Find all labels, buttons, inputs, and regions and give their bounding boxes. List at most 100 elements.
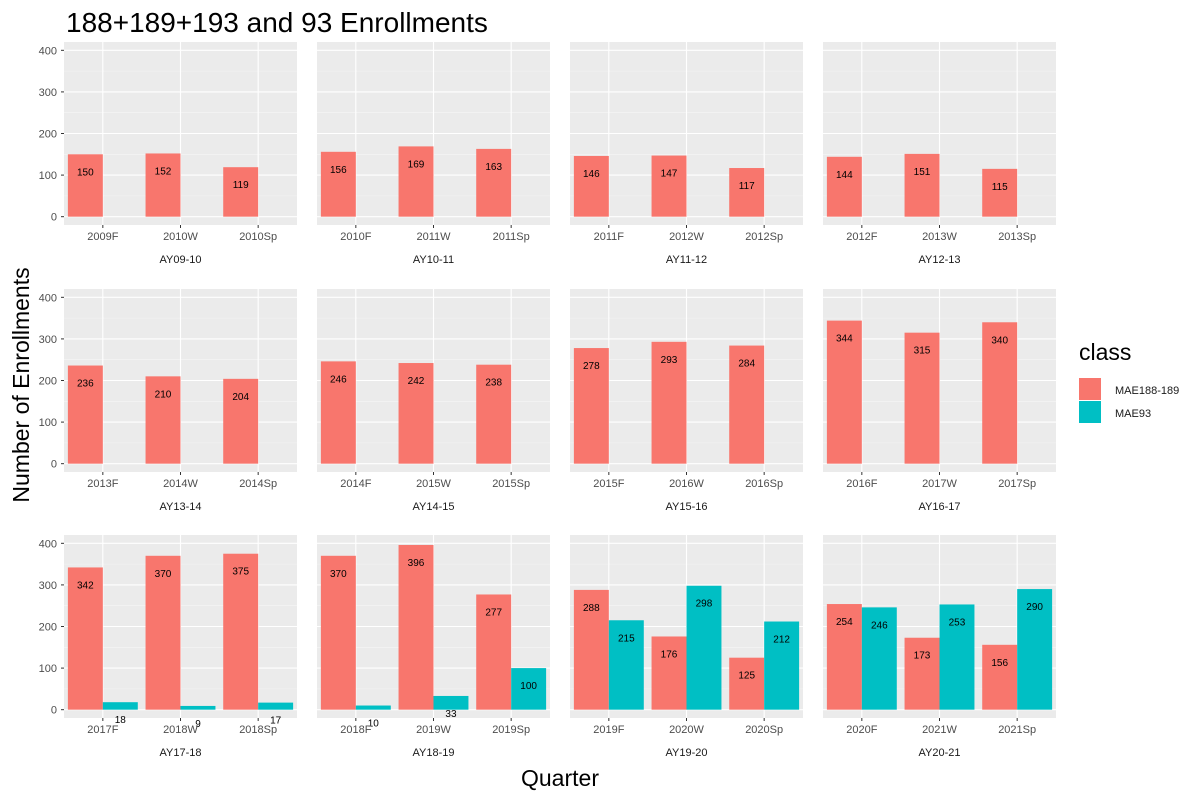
bar-mae188-189 (223, 378, 259, 464)
x-tick-label: 2010W (163, 231, 198, 243)
bar-value-label: 253 (949, 617, 966, 628)
panel-ay11-12: 146 2011F 147 2012W 117 2012Sp AY11-12 (570, 42, 803, 266)
bar-mae188-189 (223, 167, 259, 217)
bar-value-label: 370 (330, 569, 347, 580)
bar-value-label: 17 (270, 716, 282, 727)
bar-value-label: 375 (232, 567, 249, 578)
bar-value-label: 298 (696, 599, 713, 610)
bar-mae188-189 (145, 153, 181, 217)
panel-strip-label: AY17-18 (160, 747, 202, 759)
bar-mae188-189 (67, 567, 103, 710)
bar-value-label: 169 (408, 159, 425, 170)
bar-value-label: 293 (661, 355, 678, 366)
x-tick-label: 2015Sp (492, 478, 530, 490)
panel-strip-label: AY15-16 (666, 501, 708, 513)
y-tick-label: 0 (51, 212, 57, 224)
x-tick-label: 2011W (416, 231, 451, 243)
bar-mae188-189 (904, 153, 940, 217)
x-tick-label: 2013Sp (998, 231, 1036, 243)
panel-ay15-16: 278 2015F 293 2016W 284 2016Sp AY15-16 (570, 289, 803, 513)
bar-value-label: 340 (991, 335, 1008, 346)
x-tick-label: 2013F (87, 478, 118, 490)
x-tick-label: 2020W (669, 724, 704, 736)
y-tick-label: 300 (39, 87, 57, 99)
bar-value-label: 9 (195, 719, 201, 730)
bar-value-label: 204 (232, 392, 249, 403)
bar-value-label: 147 (661, 169, 678, 180)
y-tick-label: 400 (39, 538, 57, 550)
bar-value-label: 151 (914, 167, 931, 178)
bar-mae188-189 (982, 168, 1018, 217)
bar-value-label: 210 (155, 389, 172, 400)
bar-value-label: 396 (408, 558, 425, 569)
y-tick-label: 200 (39, 622, 57, 634)
bar-mae188-189 (145, 555, 181, 710)
bar-mae93 (686, 585, 722, 710)
x-tick-label: 2012Sp (745, 231, 783, 243)
bar-mae188-189 (982, 644, 1018, 710)
y-tick-label: 0 (51, 705, 57, 717)
y-tick-label: 300 (39, 334, 57, 346)
bar-value-label: 242 (408, 376, 425, 387)
x-tick-label: 2014W (163, 478, 198, 490)
bar-value-label: 152 (155, 166, 172, 177)
y-tick-label: 100 (39, 170, 57, 182)
y-tick-label: 100 (39, 663, 57, 675)
bar-value-label: 115 (992, 182, 1008, 193)
x-tick-label: 2021Sp (998, 724, 1036, 736)
x-tick-label: 2015F (593, 478, 624, 490)
bar-value-label: 254 (836, 617, 853, 628)
bar-mae188-189 (67, 154, 103, 217)
bar-mae188-189 (398, 363, 434, 464)
bar-mae93 (764, 621, 800, 710)
panel-strip-label: AY10-11 (413, 254, 454, 266)
bar-value-label: 278 (583, 361, 600, 372)
bar-mae188-189 (398, 146, 434, 217)
panel-strip-label: AY09-10 (160, 254, 202, 266)
panel-strip-label: AY11-12 (666, 254, 707, 266)
x-tick-label: 2018Sp (239, 724, 277, 736)
bar-mae93 (939, 604, 975, 710)
bar-value-label: 156 (991, 658, 1008, 669)
x-tick-label: 2018W (163, 724, 198, 736)
bar-value-label: 238 (485, 378, 502, 389)
x-tick-label: 2021W (922, 724, 957, 736)
bar-mae188-189 (476, 364, 512, 464)
panel-ay13-14: 0 100 200 300 400 236 2013F 210 2014W 204 2014Sp AY… (39, 289, 297, 513)
legend-label-mae93: MAE93 (1115, 408, 1151, 420)
x-tick-label: 2014Sp (239, 478, 277, 490)
y-tick-label: 300 (39, 580, 57, 592)
bar-mae188-189 (320, 361, 356, 464)
x-tick-label: 2011Sp (493, 231, 530, 243)
x-tick-label: 2010F (340, 231, 371, 243)
bar-mae188-189 (573, 348, 609, 464)
bar-value-label: 18 (115, 715, 127, 726)
bar-value-label: 150 (77, 167, 94, 178)
y-tick-label: 100 (39, 417, 57, 429)
panel-strip-label: AY18-19 (413, 747, 455, 759)
x-tick-label: 2010Sp (239, 231, 277, 243)
bar-mae188-189 (982, 322, 1018, 464)
bar-mae188-189 (145, 376, 181, 464)
x-tick-label: 2017F (87, 724, 118, 736)
bar-mae188-189 (826, 320, 862, 464)
bar-value-label: 156 (330, 165, 347, 176)
bar-value-label: 119 (233, 180, 249, 191)
bar-mae188-189 (573, 589, 609, 710)
bar-value-label: 144 (836, 170, 853, 181)
bar-value-label: 215 (618, 633, 635, 644)
x-tick-label: 2016Sp (745, 478, 783, 490)
panel-ay09-10: 0 100 200 300 400 150 2009F 152 2010W 119 2010Sp AY… (39, 42, 297, 266)
x-tick-label: 2014F (340, 478, 371, 490)
bar-value-label: 173 (914, 651, 931, 662)
bar-value-label: 288 (583, 603, 600, 614)
bar-value-label: 246 (330, 374, 347, 385)
bar-value-label: 277 (485, 607, 502, 618)
bar-mae93 (608, 620, 644, 710)
bar-mae188-189 (904, 332, 940, 464)
bar-mae188-189 (320, 151, 356, 217)
x-tick-label: 2016W (669, 478, 704, 490)
